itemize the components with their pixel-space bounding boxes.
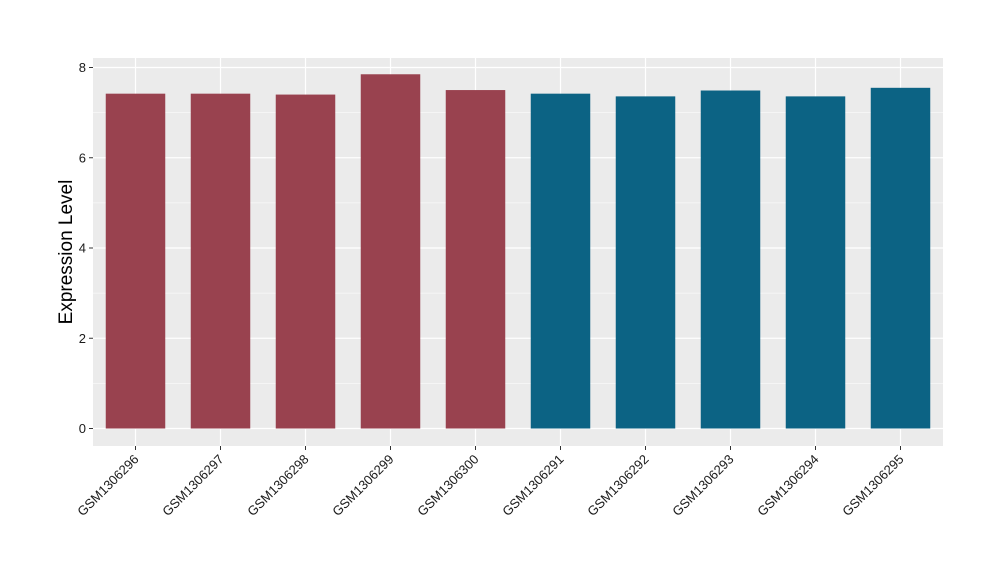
x-tick-label: GSM1306298 <box>244 452 311 519</box>
x-tick-label: GSM1306295 <box>839 452 906 519</box>
y-tick-label: 4 <box>79 241 86 256</box>
bar-GSM1306298 <box>275 94 336 429</box>
bar-GSM1306296 <box>105 93 166 429</box>
bar-GSM1306297 <box>190 93 251 429</box>
y-tick-label: 2 <box>79 331 86 346</box>
y-axis-title: Expression Level <box>56 180 77 325</box>
bar-GSM1306294 <box>785 96 846 429</box>
y-tick-label: 6 <box>79 150 86 165</box>
bars <box>105 74 931 429</box>
x-tick-label: GSM1306291 <box>499 452 566 519</box>
bar-GSM1306292 <box>615 96 676 429</box>
x-tick-label: GSM1306293 <box>669 452 736 519</box>
x-axis: GSM1306296 GSM1306297 GSM1306298 GSM1306299… <box>74 446 907 519</box>
bar-GSM1306293 <box>700 90 761 429</box>
y-axis: 0 2 4 6 8 <box>79 60 93 436</box>
x-tick-label: GSM1306297 <box>159 452 226 519</box>
x-tick-label: GSM1306300 <box>414 452 481 519</box>
bar-GSM1306299 <box>360 74 421 429</box>
bar-GSM1306291 <box>530 93 591 429</box>
x-tick-label: GSM1306299 <box>329 452 396 519</box>
bar-GSM1306295 <box>870 87 931 429</box>
bar-GSM1306300 <box>445 90 506 429</box>
x-tick-label: GSM1306294 <box>754 452 821 519</box>
x-tick-label: GSM1306292 <box>584 452 651 519</box>
y-tick-label: 0 <box>79 421 86 436</box>
y-tick-label: 8 <box>79 60 86 75</box>
x-tick-label: GSM1306296 <box>74 452 141 519</box>
